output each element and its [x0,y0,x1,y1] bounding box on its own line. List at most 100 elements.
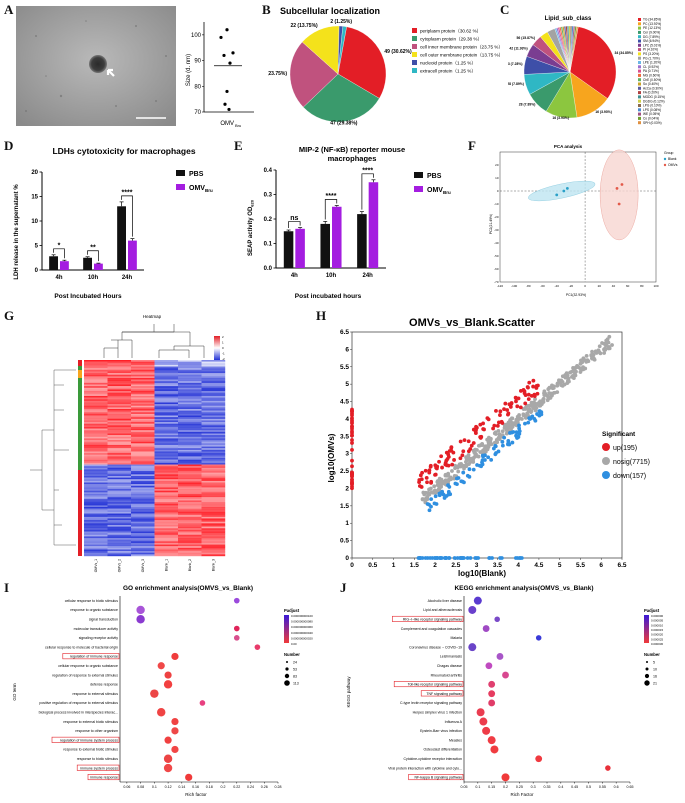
heatmap-cell [107,426,132,429]
heatmap-cell [107,475,132,478]
heatmap-cell [154,505,179,508]
go-term-label: positive regulation of response to exter… [39,701,118,705]
heatmap-cell [84,391,108,393]
heatmap-cell [84,498,108,501]
heatmap-cell [131,534,155,537]
heatmap-cell [131,456,155,459]
scatter-point-nosig [584,359,589,364]
lipid-legend-label: PA (0.71%) [643,69,659,73]
go-number-title: Number [284,652,300,657]
heatmap-cell [178,507,202,509]
heatmap-cell [178,431,202,434]
heatmap-cell [84,492,108,495]
heatmap-cell [154,544,179,547]
heatmap-cell [84,524,108,527]
heatmap-cell [107,477,132,480]
heatmap-cell [131,544,155,547]
heatmap-cell [84,446,108,449]
heatmap-cell [107,541,132,544]
scatter-point-up [503,401,508,406]
heatmap-cell [154,524,179,527]
heatmap-cell [154,521,179,524]
heatmap-cell [201,471,226,473]
heatmap-cell [178,435,202,437]
heatmap-cell [178,462,202,465]
pca-xtick-label: -100 [511,284,517,288]
lipid-legend-label: TG (34.85%) [643,18,661,22]
lipid-slice [569,26,617,99]
heatmap-cell [178,430,202,433]
go-xtick-label: 0.2 [221,785,226,789]
heatmap-cell [107,449,132,452]
heatmap-cell [131,493,155,496]
scatter-point-nosig [550,383,554,388]
heatmap-cell [84,554,108,557]
seap-bar [283,231,294,268]
heatmap-cell [201,508,226,511]
heatmap-cell [131,368,155,370]
scatter-point-down [461,470,466,475]
kegg-xlabel: Rich Factor [510,792,534,797]
scatter-point-up [486,417,491,422]
heatmap-cell [84,371,108,374]
scatter-point-up [461,449,466,454]
scatter-point-up [458,439,463,444]
lipid-legend-swatch [638,18,641,21]
heatmap-cell [154,515,179,517]
scatter-point-up [444,458,449,463]
heatmap-cell [201,541,226,544]
heatmap-cell [131,549,155,552]
go-point [136,605,145,615]
heatmap-cell [107,387,132,390]
scatter-point-down [523,421,527,426]
scatter-point-down [486,455,491,460]
pca-ytick-label: 20 [495,163,499,167]
ldh-sig-bracket [121,195,133,237]
heatmap-cell [201,413,226,416]
heatmap-cell [201,360,226,362]
heatmap-cell [178,413,202,416]
lipid-legend-label: LPC (5.01%) [643,43,661,47]
scatter-point-nosig [521,412,526,417]
go-term-label: response to external biotic stimulus [63,748,118,752]
heatmap-cell [154,433,179,436]
heatmap-sample-label: Blank_2 [188,559,192,571]
scatter-point-up [496,420,501,425]
ldh-title: LDHs cytotoxicity for macrophages [52,146,195,156]
subcellular-legend-label: nucleoid protein（1.25 %） [420,61,476,66]
heatmap-cell [178,542,202,545]
heatmap-cell [201,449,226,452]
heatmap-cell [154,536,179,539]
scatter-point-nosig [584,354,589,358]
heatmap-cell [201,415,226,418]
pca-xtick-label: -120 [497,284,503,288]
scatter-point-up [350,413,354,418]
heatmap-cell [154,487,179,490]
scatter-point-nosig [453,466,458,470]
vesicle [89,55,107,73]
heatmap-cell [84,449,108,452]
heatmap-cell [178,418,202,421]
heatmap-cell [154,484,179,486]
heatmap-cell [84,482,108,485]
kegg-xtick-label: 0.6 [614,785,619,789]
heatmap-cell [201,549,226,552]
kegg-term-label: Alcoholic liver disease [428,599,462,603]
lipid-legend-swatch [638,35,641,39]
heatmap-cell [131,500,155,503]
heatmap-cell [107,376,132,379]
subcellular-slice-label: 38 (23.75%) [268,71,287,77]
heatmap-cell [84,395,108,398]
heatmap-cell [131,474,155,477]
scatter-point-down [468,556,473,560]
heatmap-cell [201,430,226,433]
scatter-point-nosig [510,416,515,421]
heatmap-cell [84,392,108,395]
seap-ylabel: SEAP activity OD620 [248,199,255,256]
go-highlight-box [51,736,120,743]
heatmap-cell [154,399,179,402]
heatmap-cell [131,392,155,395]
scatter-point-nosig [450,469,454,473]
heatmap-cell [84,500,108,503]
heatmap-cell [178,392,202,395]
